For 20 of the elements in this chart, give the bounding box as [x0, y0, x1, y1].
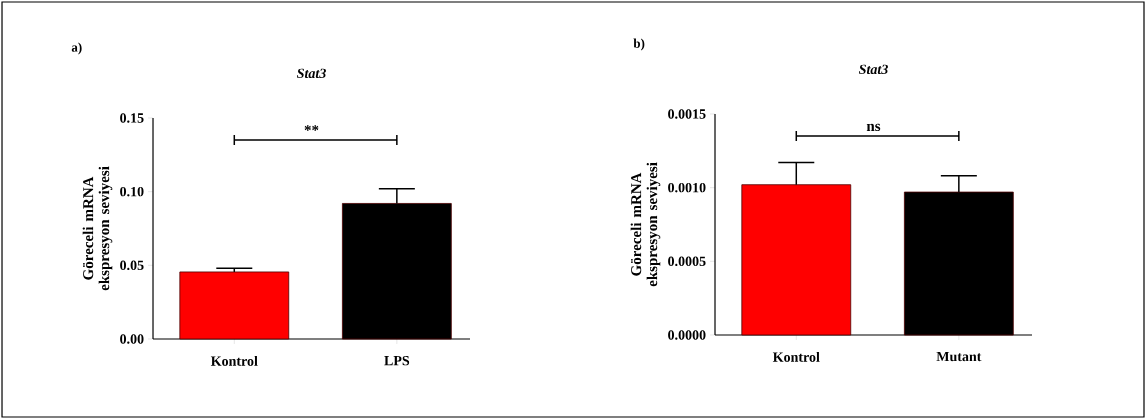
- annotation: **: [304, 125, 319, 131]
- y-tick-label: 0.05: [120, 260, 144, 271]
- x-tick-label: Kontrol: [772, 351, 820, 362]
- y-axis-title: Göreceli mRNA ekspresyon seviyesi: [82, 166, 113, 291]
- y-tick-label: 0.00: [120, 334, 144, 344]
- y-tick-label: 0.10: [120, 186, 144, 197]
- chart-title: Stat3: [858, 64, 888, 75]
- chart-title: Stat3: [296, 68, 326, 79]
- x-tick-label: Mutant: [936, 351, 982, 362]
- y-tick-label: 0.15: [120, 113, 144, 123]
- x-tick-label: LPS: [384, 355, 410, 366]
- text: a): [71, 42, 82, 55]
- annotation: ns: [866, 123, 881, 132]
- y-axis-title: Göreceli mRNA ekspresyon seviyesi: [630, 162, 661, 287]
- text: b): [633, 38, 645, 51]
- y-tick-label: 0.0005: [668, 256, 706, 267]
- y-tick-label: 0.0000: [668, 330, 706, 340]
- y-tick-label: 0.0010: [668, 182, 706, 193]
- x-tick-label: Kontrol: [210, 355, 258, 366]
- y-tick-label: 0.0015: [668, 109, 706, 119]
